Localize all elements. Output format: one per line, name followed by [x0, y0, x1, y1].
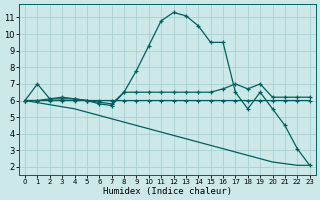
X-axis label: Humidex (Indice chaleur): Humidex (Indice chaleur) [103, 187, 232, 196]
